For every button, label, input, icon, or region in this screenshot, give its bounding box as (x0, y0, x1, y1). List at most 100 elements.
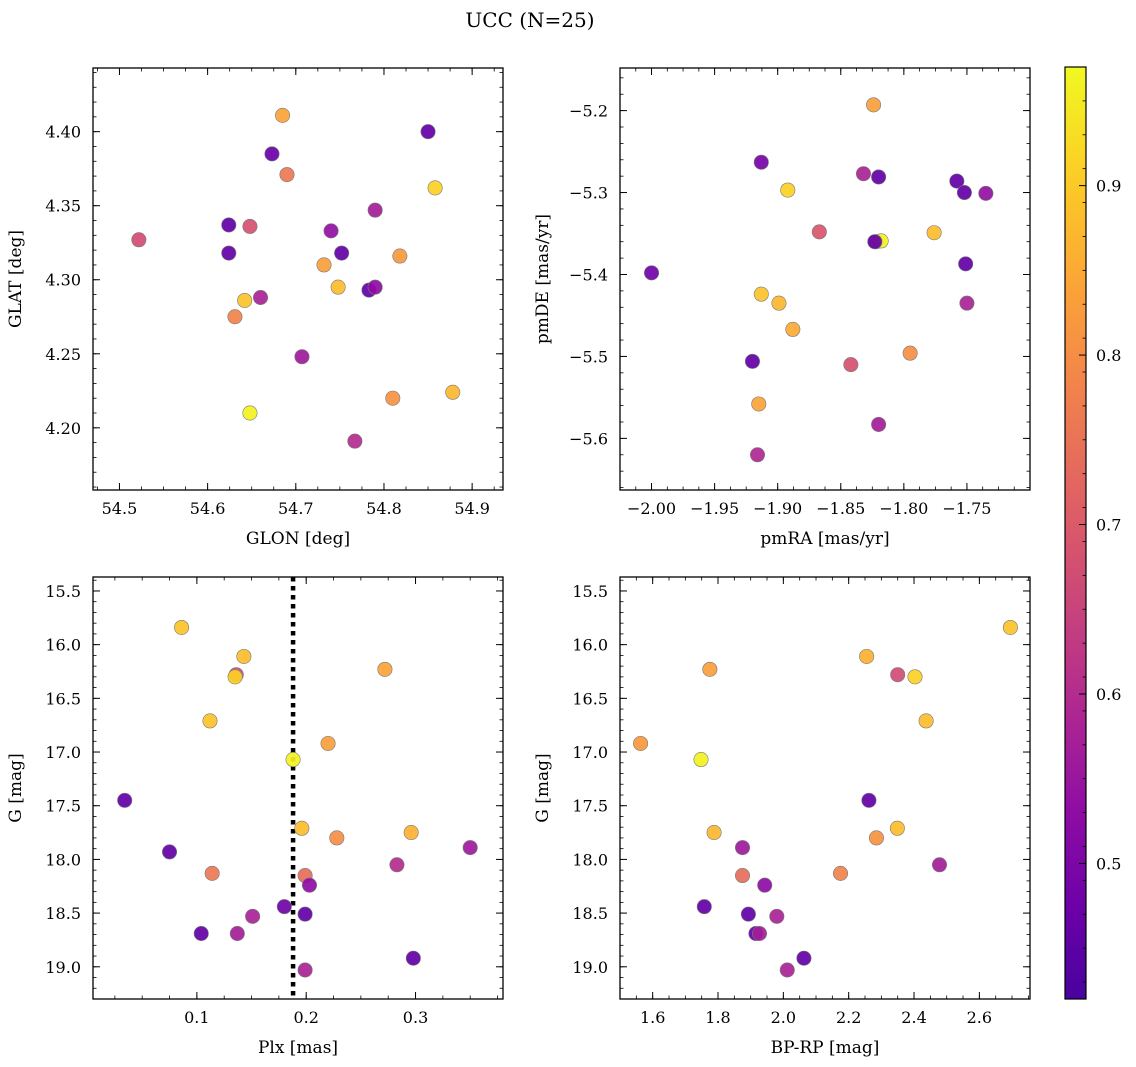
scatter-point (771, 295, 787, 311)
scatter-point (276, 899, 292, 915)
x-tick-label: 54.6 (190, 499, 226, 518)
scatter-point (949, 173, 965, 189)
x-tick-label: 0.2 (293, 1008, 318, 1027)
scatter-point (242, 218, 258, 234)
figure-title: UCC (N=25) (465, 8, 594, 32)
y-tick-label: 4.35 (45, 197, 81, 216)
scatter-point (316, 257, 332, 273)
y-tick-label: −5.4 (569, 265, 608, 284)
y-tick-label: 19.0 (45, 958, 81, 977)
scatter-point (932, 857, 948, 873)
scatter-point (959, 295, 975, 311)
panel-4: 1.6 1.8 2.0 2.2 2.4 2.6 15.5 16.0 16.5 17.0 17.5 18… (533, 576, 1031, 1058)
scatter-point (890, 667, 906, 683)
panel-3: 0.1 0.2 0.3 15.5 16.0 16.5 17.0 17.5 18.0 18.5 19.… (6, 576, 504, 1058)
scatter-point (193, 925, 209, 941)
axes-frame (92, 67, 504, 491)
scatter-point (405, 950, 421, 966)
y-tick-label: 4.40 (45, 123, 81, 142)
y-tick-label: 4.30 (45, 271, 81, 290)
axes-frame (92, 576, 504, 1000)
x-tick-label: −1.85 (816, 499, 865, 518)
colorbar: 0.5 0.6 0.7 0.8 0.9 (1064, 66, 1121, 1000)
scatter-point (227, 309, 243, 325)
scatter-point (861, 792, 877, 808)
y-tick-label: 15.5 (45, 582, 81, 601)
scatter-point (389, 857, 405, 873)
scatter-point (330, 279, 346, 295)
y-tick-label: 18.0 (45, 850, 81, 869)
scatter-point (221, 245, 237, 261)
x-axis-label: pmRA [mas/yr] (760, 529, 889, 549)
scatter-point (753, 154, 769, 170)
scatter-point (978, 185, 994, 201)
y-tick-label: 17.5 (572, 797, 608, 816)
scatter-point (735, 868, 751, 884)
scatter-point (162, 844, 178, 860)
scatter-point (785, 321, 801, 337)
colorbar-tick-label: 0.8 (1096, 346, 1121, 365)
y-tick-label: 17.0 (45, 743, 81, 762)
scatter-point (427, 180, 443, 196)
y-tick-label: 15.5 (572, 582, 608, 601)
x-tick-label: 2.2 (836, 1008, 861, 1027)
scatter-point (294, 349, 310, 365)
scatter-point (633, 735, 649, 751)
scatter-point (237, 292, 253, 308)
scatter-point (253, 290, 269, 306)
scatter-point (297, 962, 313, 978)
x-tick-label: −1.95 (690, 499, 739, 518)
y-tick-label: 16.0 (572, 636, 608, 655)
scatter-point (696, 899, 712, 915)
x-tick-label: −2.00 (627, 499, 676, 518)
y-tick-label: 18.0 (572, 850, 608, 869)
x-axis-label: BP-RP [mag] (771, 1038, 880, 1058)
scatter-point (751, 396, 767, 412)
x-tick-label: −1.90 (753, 499, 802, 518)
scatter-point (956, 185, 972, 201)
scatter-point (117, 792, 133, 808)
scatter-point (367, 279, 383, 295)
scatter-point (907, 669, 923, 685)
scatter-point (780, 182, 796, 198)
y-axis-label: pmDE [mas/yr] (533, 214, 553, 344)
y-tick-label: 4.20 (45, 419, 81, 438)
colorbar-tick-label: 0.9 (1096, 177, 1121, 196)
x-tick-label: 0.1 (184, 1008, 209, 1027)
scatter-point (644, 265, 660, 281)
scatter-point (735, 840, 751, 856)
colorbar-tick-label: 0.6 (1096, 685, 1121, 704)
colorbar-tick-label: 0.5 (1096, 854, 1121, 873)
scatter-point (868, 830, 884, 846)
scatter-point (385, 390, 401, 406)
scatter-point (871, 169, 887, 185)
scatter-point (279, 167, 295, 183)
scatter-point (377, 661, 393, 677)
x-tick-label: 0.3 (403, 1008, 428, 1027)
y-tick-label: −5.5 (569, 347, 608, 366)
scatter-point (753, 286, 769, 302)
scatter-point (202, 713, 218, 729)
x-axis-label: GLON [deg] (246, 529, 350, 549)
scatter-point (744, 353, 760, 369)
scatter-point (229, 925, 245, 941)
x-tick-label: 54.8 (366, 499, 402, 518)
scatter-point (757, 877, 773, 893)
scatter-point (204, 865, 220, 881)
x-tick-label: 54.7 (278, 499, 314, 518)
panel-1: 54.5 54.6 54.7 54.8 54.9 4.20 4.25 4.30 4.35 4.40… (6, 67, 504, 549)
scatter-point (769, 908, 785, 924)
y-axis-label: GLAT [deg] (6, 230, 26, 328)
x-axis-label: Plx [mas] (258, 1038, 338, 1058)
y-tick-label: 4.25 (45, 345, 81, 364)
scatter-point (843, 357, 859, 373)
y-axis-label: G [mag] (6, 753, 26, 822)
scatter-point (751, 925, 767, 941)
scatter-point (866, 97, 882, 113)
scatter-point (131, 232, 147, 248)
y-tick-label: −5.2 (569, 102, 608, 121)
scatter-point (871, 416, 887, 432)
scatter-point (750, 447, 766, 463)
y-tick-label: −5.6 (569, 429, 608, 448)
scatter-point (855, 166, 871, 182)
